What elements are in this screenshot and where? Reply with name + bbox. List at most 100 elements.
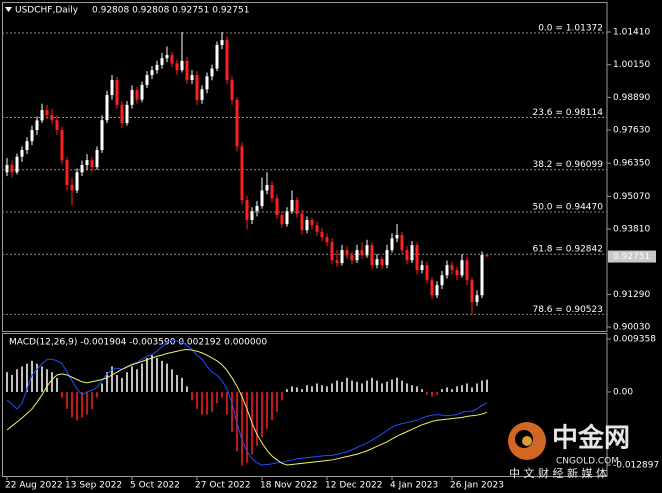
histogram-bar <box>76 391 78 421</box>
histogram-bar <box>386 381 388 392</box>
histogram-bar <box>291 386 293 392</box>
histogram-bar <box>371 377 373 392</box>
candle-body <box>40 110 44 121</box>
histogram-bar <box>396 377 398 392</box>
candle-body <box>410 245 414 261</box>
candle-body <box>130 90 134 105</box>
candle-body <box>390 238 394 251</box>
histogram-bar <box>451 389 453 392</box>
histogram-bar <box>321 385 323 392</box>
candle-body <box>115 79 119 105</box>
candle-body <box>110 79 114 96</box>
histogram-bar <box>66 391 68 409</box>
candle-body <box>370 245 374 266</box>
watermark-slogan: 中 文 财 经 新 媒 体 <box>509 466 607 480</box>
price-panel-frame <box>2 2 608 332</box>
candle-body <box>240 146 244 201</box>
candle-body <box>220 40 224 45</box>
candle-body <box>445 265 449 276</box>
fib-label: 50.0 = 0.94470 <box>532 202 603 212</box>
histogram-bar <box>381 383 383 392</box>
candle-body <box>250 211 254 221</box>
candle-body <box>440 275 444 286</box>
chart-title: USDCHF,Daily <box>15 6 79 16</box>
fib-label: 38.2 = 0.96099 <box>532 160 603 170</box>
candle-body <box>200 89 204 100</box>
histogram-bar <box>326 386 328 392</box>
candle-body <box>300 213 304 231</box>
y-tick-label: 0.96350 <box>613 159 650 169</box>
histogram-bar <box>211 391 213 412</box>
candle-body <box>75 172 79 191</box>
histogram-bar <box>276 391 278 412</box>
histogram-bar <box>106 372 108 392</box>
y-tick-label: 0.97630 <box>613 126 650 136</box>
histogram-bar <box>81 391 83 418</box>
candle-body <box>45 110 49 116</box>
histogram-bar <box>431 391 433 397</box>
histogram-bar <box>61 391 63 398</box>
candle-body <box>385 250 389 266</box>
candle-body <box>265 185 269 191</box>
candle-body <box>465 260 469 281</box>
candle-body <box>365 245 369 256</box>
watermark-brand: 中金网 <box>552 423 630 454</box>
candle-body <box>280 215 284 225</box>
fib-label: 0.0 = 1.01372 <box>538 23 603 33</box>
histogram-bar <box>156 357 158 392</box>
histogram-bar <box>151 355 153 392</box>
candle-body <box>50 115 54 121</box>
histogram-bar <box>71 391 73 418</box>
histogram-bar <box>36 363 38 392</box>
y-tick-label: -0.012897 <box>613 461 659 471</box>
fib-label: 23.6 = 0.98114 <box>532 108 603 118</box>
histogram-bar <box>401 380 403 392</box>
histogram-bar <box>406 383 408 392</box>
histogram-bar <box>286 389 288 392</box>
y-tick-label: 0.91290 <box>613 290 650 300</box>
candle-body <box>425 265 429 281</box>
y-tick-label: 1.01410 <box>613 28 650 38</box>
candle-body <box>120 104 124 124</box>
histogram-bar <box>131 366 133 392</box>
histogram-bar <box>41 366 43 392</box>
histogram-bar <box>241 391 243 466</box>
histogram-bar <box>51 372 53 392</box>
x-tick-label: 22 Aug 2022 <box>5 481 63 491</box>
candle-body <box>375 259 379 266</box>
histogram-bar <box>261 391 263 438</box>
fib-label: 61.8 = 0.92842 <box>532 245 603 255</box>
candle-body <box>180 60 184 71</box>
histogram-bar <box>271 391 273 421</box>
y-tick-label: 0.98890 <box>613 93 650 103</box>
histogram-bar <box>311 386 313 392</box>
histogram-bar <box>306 385 308 392</box>
menu-triangle <box>5 7 12 12</box>
candle-body <box>290 200 294 212</box>
histogram-bar <box>111 366 113 392</box>
y-tick-label: 0.93810 <box>613 225 650 235</box>
histogram-bar <box>266 391 268 429</box>
fib-label: 78.6 = 0.90523 <box>532 305 603 315</box>
x-tick-label: 12 Dec 2022 <box>325 481 383 491</box>
candle-body <box>405 250 409 261</box>
histogram-bar <box>391 379 393 392</box>
candle-body <box>315 225 319 232</box>
histogram-bar <box>221 391 223 398</box>
price-label: 0.92751 <box>613 252 650 262</box>
histogram-bar <box>441 389 443 392</box>
candle-body <box>140 84 144 100</box>
candle-body <box>415 245 419 271</box>
histogram-bar <box>166 363 168 392</box>
candle-body <box>480 255 484 296</box>
histogram-bar <box>351 380 353 392</box>
candle-body <box>30 130 34 142</box>
candle-body <box>420 265 424 271</box>
macd-line <box>6 348 488 466</box>
histogram-bar <box>216 391 218 404</box>
candle-body <box>485 255 489 257</box>
histogram-bar <box>101 383 103 392</box>
candle-body <box>345 250 349 256</box>
histogram-bar <box>226 391 228 415</box>
candle-body <box>245 200 249 221</box>
